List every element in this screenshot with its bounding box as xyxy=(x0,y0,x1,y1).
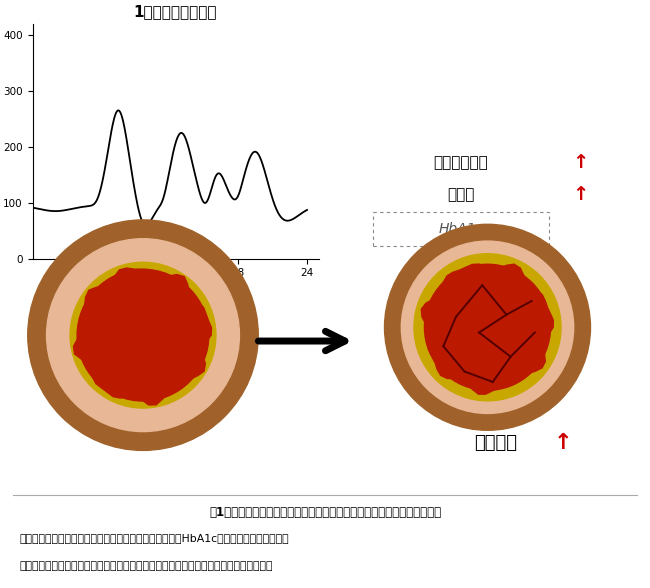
Circle shape xyxy=(70,262,216,408)
Circle shape xyxy=(401,241,574,413)
Text: ス測定により評価した日内血糖変動の指標や高血糖の指標が血管硬化に関連している。: ス測定により評価した日内血糖変動の指標や高血糖の指標が血管硬化に関連している。 xyxy=(20,561,273,571)
Text: 日内血糖変動: 日内血糖変動 xyxy=(434,155,488,170)
Text: 時間: 時間 xyxy=(167,294,184,308)
Text: 日常の臨床で血糖コントロール指標として使用しているHbA1cではなく、持続グルコー: 日常の臨床で血糖コントロール指標として使用しているHbA1cではなく、持続グルコ… xyxy=(20,533,289,543)
Text: ↑: ↑ xyxy=(554,433,573,453)
Text: HbA1c: HbA1c xyxy=(438,222,484,236)
FancyBboxPatch shape xyxy=(330,133,640,261)
Text: 図1：持続グルコース測定による血糖コントロール指標と血管硬化の関係: 図1：持続グルコース測定による血糖コントロール指標と血管硬化の関係 xyxy=(209,506,441,519)
Text: 1日の血糖値の変動: 1日の血糖値の変動 xyxy=(134,4,217,19)
Text: ↑: ↑ xyxy=(573,153,589,172)
Text: 血糖コントロールの指標: 血糖コントロールの指標 xyxy=(426,99,536,117)
Text: 血管硬化: 血管硬化 xyxy=(474,434,517,452)
Circle shape xyxy=(47,239,239,432)
Circle shape xyxy=(385,224,590,430)
Circle shape xyxy=(414,253,561,401)
Polygon shape xyxy=(73,268,211,405)
Circle shape xyxy=(77,269,209,401)
Text: 高血糖: 高血糖 xyxy=(447,187,474,202)
Text: ↑: ↑ xyxy=(573,185,589,204)
Polygon shape xyxy=(421,264,553,394)
Text: 持続グルコース測定による: 持続グルコース測定による xyxy=(421,56,541,74)
Circle shape xyxy=(424,264,551,390)
Circle shape xyxy=(28,220,258,450)
